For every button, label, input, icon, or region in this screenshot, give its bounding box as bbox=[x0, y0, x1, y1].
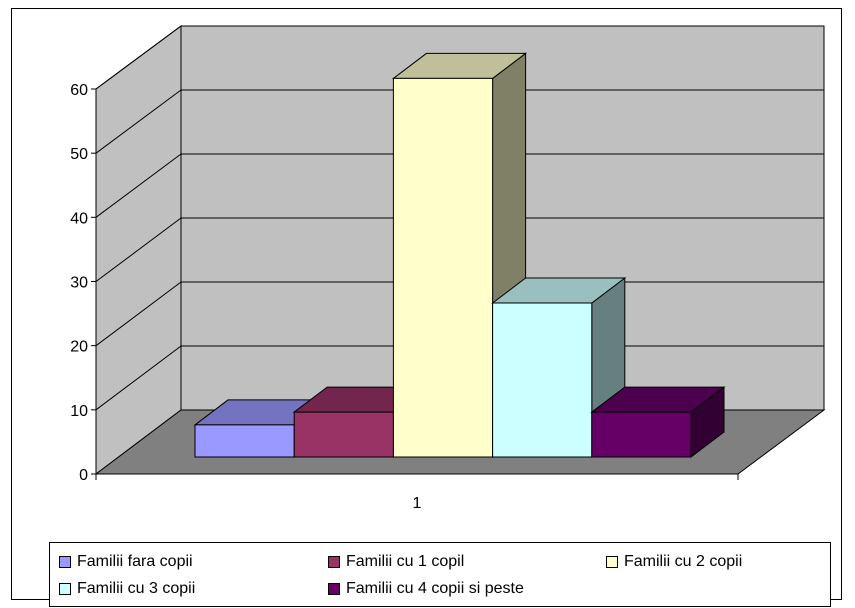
y-tick-label: 30 bbox=[70, 275, 88, 292]
gridline-side bbox=[95, 217, 182, 282]
x-tick-label: 1 bbox=[413, 495, 422, 512]
gridline-side bbox=[95, 345, 182, 411]
legend-label: Familii fara copii bbox=[77, 553, 193, 570]
y-tick-label: 50 bbox=[70, 146, 88, 163]
legend-label: Familii cu 4 copii si peste bbox=[346, 580, 524, 597]
chart-plot: 0 10 20 30 40 50 60 1 bbox=[70, 25, 826, 512]
bar bbox=[293, 411, 394, 458]
y-tick-label: 10 bbox=[70, 403, 88, 420]
chart-legend: Familii fara copii Familii cu 1 copil Fami… bbox=[49, 542, 831, 607]
legend-swatch bbox=[328, 556, 340, 568]
legend-item: Familii cu 2 copii bbox=[606, 553, 742, 571]
bar bbox=[194, 424, 295, 458]
legend-item: Familii fara copii bbox=[59, 553, 193, 571]
gridline-side bbox=[95, 281, 182, 347]
legend-item: Familii cu 3 copii bbox=[59, 580, 195, 598]
gridline-side bbox=[95, 153, 182, 218]
y-tick-label: 0 bbox=[79, 467, 88, 484]
legend-label: Familii cu 3 copii bbox=[77, 580, 196, 597]
gridline-side bbox=[95, 89, 182, 154]
chart-frame: 0 10 20 30 40 50 60 1 Familii fara copii Familii… bbox=[11, 8, 842, 607]
legend-swatch bbox=[606, 556, 618, 568]
y-tick-label: 20 bbox=[70, 339, 88, 356]
legend-item: Familii cu 1 copil bbox=[328, 553, 464, 571]
bar bbox=[492, 302, 593, 458]
legend-label: Familii cu 2 copii bbox=[624, 553, 743, 570]
legend-item: Familii cu 4 copii si peste bbox=[328, 580, 524, 598]
bar bbox=[392, 77, 494, 458]
bar bbox=[591, 411, 692, 458]
legend-swatch bbox=[59, 583, 71, 595]
legend-swatch bbox=[59, 556, 71, 568]
gridline-side bbox=[95, 25, 182, 90]
y-tick-label: 60 bbox=[70, 82, 88, 99]
legend-swatch bbox=[328, 583, 340, 595]
y-tick-label: 40 bbox=[70, 210, 88, 227]
legend-label: Familii cu 1 copil bbox=[346, 553, 465, 570]
